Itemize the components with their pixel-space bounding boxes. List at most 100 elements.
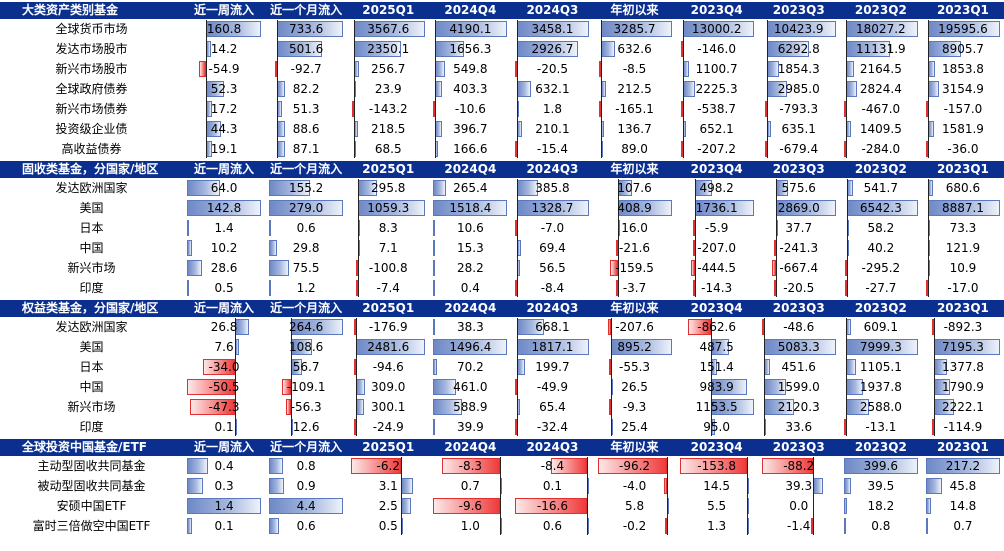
data-bar (692, 220, 695, 236)
data-bar (692, 280, 695, 296)
cell-value: -20.5 (536, 62, 568, 76)
cell-value: 652.1 (699, 122, 734, 136)
cell-value: 3567.6 (367, 22, 410, 36)
cell-value: 11131.9 (856, 42, 906, 56)
cell-value: 0.5 (214, 281, 234, 295)
cell-value: -6.2 (376, 459, 400, 473)
cell-value: -27.7 (865, 281, 897, 295)
cell-value: 1853.8 (941, 62, 984, 76)
cell-value: -8.4 (540, 281, 565, 295)
cell-value: 39.3 (785, 479, 813, 493)
column-header: 2024Q3 (526, 162, 579, 176)
cell-value: 5.8 (625, 499, 645, 513)
zero-axis (354, 20, 356, 158)
cell-value: 1.4 (214, 221, 234, 235)
data-bar (352, 101, 355, 117)
column-header: 2023Q3 (772, 162, 825, 176)
cell-value: 7195.3 (941, 340, 984, 354)
row-label: 发达欧洲国家 (55, 181, 128, 195)
zero-axis (694, 179, 696, 297)
cell-value: -667.4 (779, 261, 819, 275)
row-label: 发达市场股市 (55, 42, 128, 56)
cell-value: 501.6 (288, 42, 324, 56)
cell-value: 1518.4 (449, 201, 492, 215)
zero-axis (357, 179, 359, 297)
cell-value: 19.1 (210, 142, 238, 156)
cell-value: 14.5 (703, 479, 730, 493)
cell-value: -679.4 (779, 142, 819, 156)
data-bar (761, 319, 764, 335)
data-bar (433, 319, 436, 335)
row-label: 美国 (79, 201, 104, 215)
data-bar (269, 458, 283, 474)
section-title: 固收类基金，分国家/地区 (22, 162, 159, 176)
cell-value: 7.1 (378, 241, 398, 255)
column-header: 2024Q3 (526, 440, 579, 454)
cell-value: 1854.3 (777, 62, 820, 76)
data-bar (433, 101, 436, 117)
column-header: 2023Q4 (690, 440, 743, 454)
cell-value: 541.7 (863, 181, 899, 195)
cell-value: 0.9 (296, 479, 316, 493)
cell-value: 1581.9 (941, 122, 984, 136)
column-header: 年初以来 (610, 301, 659, 315)
cell-value: 1656.3 (449, 42, 492, 56)
cell-value: 18.2 (867, 499, 895, 513)
cell-value: 1496.4 (449, 340, 492, 354)
cell-value: 89.0 (621, 142, 648, 156)
cell-value: 2225.3 (695, 82, 738, 96)
cell-value: 0.5 (378, 519, 398, 533)
cell-value: -54.9 (208, 62, 240, 76)
zero-axis (517, 20, 519, 158)
cell-value: 69.4 (539, 241, 566, 255)
data-bar (844, 260, 847, 276)
data-bar (199, 61, 206, 77)
cell-value: -16.6 (536, 499, 568, 513)
section-header (0, 300, 1004, 317)
data-bar (269, 280, 272, 296)
data-bar (515, 280, 518, 296)
data-bar (616, 240, 619, 256)
row-label: 日本 (79, 360, 104, 374)
data-bar (187, 200, 262, 216)
data-bar (515, 141, 518, 157)
data-bar (187, 280, 189, 296)
column-header: 2025Q1 (362, 162, 415, 176)
cell-value: 2926.7 (531, 42, 574, 56)
cell-value: 3.1 (378, 479, 398, 493)
cell-value: 256.7 (371, 62, 406, 76)
cell-value: -862.6 (697, 320, 736, 334)
zero-axis (517, 318, 519, 436)
column-header: 2024Q4 (444, 162, 497, 176)
cell-value: -21.6 (619, 241, 651, 255)
cell-value: 0.1 (214, 420, 234, 434)
data-bar (354, 319, 357, 335)
row-label: 全球货币市场 (55, 22, 128, 36)
cell-value: 10.2 (210, 241, 238, 255)
cell-value: -0.2 (622, 519, 647, 533)
section-header (0, 161, 1004, 178)
data-bar (843, 141, 846, 157)
cell-value: 3285.7 (613, 22, 656, 36)
cell-value: 6292.8 (777, 42, 820, 56)
zero-axis (435, 20, 437, 158)
row-label: 全球政府债券 (55, 82, 128, 96)
cell-value: 23.9 (374, 82, 402, 96)
data-bar (433, 419, 436, 435)
zero-axis (277, 20, 279, 158)
data-bar (190, 399, 236, 415)
data-bar (609, 399, 612, 415)
column-header: 2023Q1 (936, 3, 989, 17)
cell-value: -55.3 (619, 360, 651, 374)
data-bar (433, 180, 447, 196)
data-bar (515, 61, 518, 77)
cell-value: 87.1 (292, 142, 320, 156)
zero-axis (400, 457, 402, 535)
cell-value: 1059.3 (367, 201, 410, 215)
cell-value: -56.3 (290, 400, 322, 414)
cell-value: -49.9 (536, 380, 568, 394)
cell-value: 1153.5 (695, 400, 738, 414)
data-bar (550, 458, 587, 474)
cell-value: -146.0 (697, 42, 736, 56)
cell-value: 588.9 (453, 400, 488, 414)
